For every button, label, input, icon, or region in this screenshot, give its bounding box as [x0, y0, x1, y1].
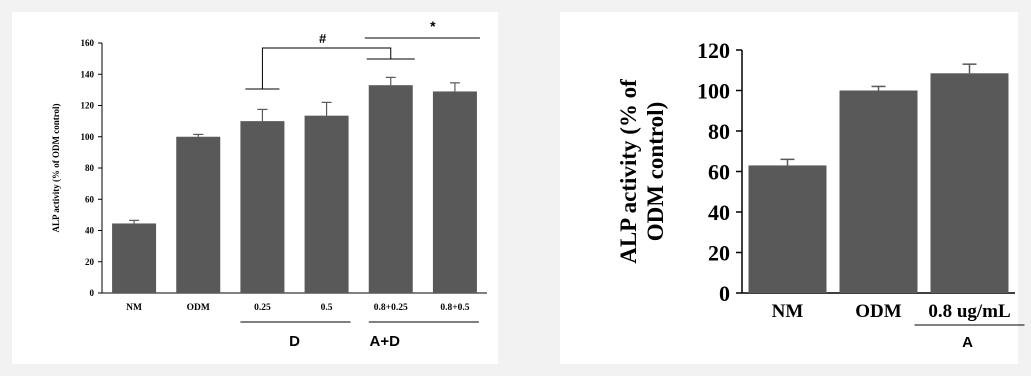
y-tick-label: 80: [708, 119, 730, 144]
bar-0.8+0.25: [368, 85, 413, 293]
x-tick-label: 0.8 ug/mL: [928, 301, 1010, 322]
bar-NM: [748, 165, 827, 293]
y-tick-label: 160: [81, 38, 95, 48]
bar-ODM: [839, 90, 918, 293]
y-tick-label: 60: [85, 194, 95, 204]
group-label-d: D: [289, 333, 300, 350]
right-chart-panel: 0 20 40 60 80 100 120 ALP activity (% of ODM con…: [560, 12, 1025, 364]
group-label-a: A: [962, 334, 973, 351]
significance-bracket-hash: [261, 47, 392, 89]
bar-08ugmL: [930, 73, 1009, 293]
bar-NM: [112, 223, 157, 293]
y-tick-label: 0: [719, 281, 730, 306]
y-tick-label: 40: [85, 226, 95, 236]
y-tick-label: 20: [85, 257, 95, 267]
bar-0.5: [304, 115, 349, 293]
x-tick-label: 0.8+0.5: [440, 303, 469, 313]
y-tick-label: 100: [81, 132, 95, 142]
alp-activity-chart-single: 0 20 40 60 80 100 120 ALP activity (% of ODM con…: [616, 38, 1025, 351]
y-tick-label: 100: [697, 79, 730, 104]
y-axis-label-line-2: ODM control): [643, 102, 668, 241]
significance-mark-star: *: [430, 18, 436, 34]
bar-0.25: [240, 121, 285, 293]
alp-activity-chart-dual: 0 20 40 60 80 100 120 140 160 ALP activity (% of …: [51, 18, 487, 350]
y-axis-label-line-1: ALP activity (% of: [616, 79, 641, 264]
bar-ODM: [176, 136, 221, 293]
y-tick-label: 80: [85, 163, 95, 173]
x-tick-label: NM: [126, 303, 142, 313]
left-chart-panel: 0 20 40 60 80 100 120 140 160 ALP activity (% of …: [12, 12, 498, 364]
y-tick-label: 120: [697, 38, 730, 63]
bar-0.8+0.5: [432, 91, 477, 293]
x-tick-label: 0.8+0.25: [374, 303, 408, 313]
y-axis-label: ALP activity (% of ODM control): [51, 103, 61, 232]
significance-mark-hash: #: [319, 31, 327, 46]
group-label-a-d: A+D: [370, 333, 401, 350]
y-tick-label: 40: [708, 200, 730, 225]
y-tick-label: 0: [90, 288, 95, 298]
x-tick-label: ODM: [855, 301, 902, 322]
y-tick-label: 120: [81, 101, 95, 111]
y-tick-label: 20: [708, 241, 730, 266]
y-tick-label: 60: [708, 160, 730, 185]
x-tick-label: 0.5: [321, 303, 333, 313]
y-tick-label: 140: [81, 69, 95, 79]
x-tick-label: 0.25: [254, 303, 271, 313]
x-tick-label: ODM: [187, 303, 210, 313]
x-tick-label: NM: [772, 301, 804, 322]
